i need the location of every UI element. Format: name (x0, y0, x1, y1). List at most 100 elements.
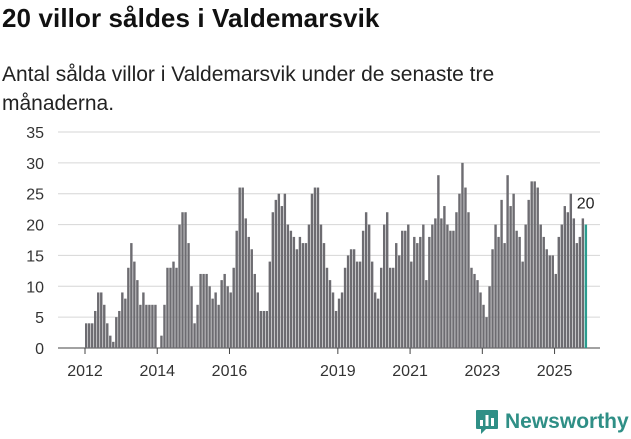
bar (364, 212, 368, 348)
bar (476, 280, 479, 348)
bar (533, 181, 536, 348)
bar (274, 199, 278, 348)
y-tick-label: 30 (26, 156, 44, 173)
bar (518, 236, 521, 348)
bar (190, 286, 193, 348)
bar (205, 273, 208, 348)
bar (142, 292, 145, 348)
bar (277, 193, 281, 348)
bar-chart-speech-icon (476, 410, 498, 434)
bar (479, 292, 482, 348)
bar (160, 335, 163, 348)
bar (175, 267, 178, 348)
bar (100, 292, 103, 348)
bar (434, 218, 437, 348)
x-tick-label: 2021 (392, 363, 428, 380)
bar (262, 310, 265, 348)
bar (94, 310, 97, 348)
bar (536, 187, 539, 348)
bar (575, 243, 579, 348)
bar (229, 292, 232, 348)
bar (560, 224, 563, 348)
bar (554, 273, 557, 348)
bar (106, 323, 109, 348)
bar (313, 187, 317, 348)
bar (196, 304, 199, 348)
bar (244, 218, 247, 348)
bar (115, 317, 118, 348)
bar (238, 187, 241, 348)
bar (497, 236, 500, 348)
bar (250, 249, 253, 348)
chart-subtitle: Antal sålda villor i Valdemarsvik under … (2, 63, 495, 115)
bar (386, 212, 389, 348)
bar (416, 243, 419, 348)
bar (569, 193, 573, 348)
bar (361, 230, 365, 348)
bar (292, 236, 296, 348)
bar (446, 224, 449, 348)
bar (256, 292, 259, 348)
bar (491, 249, 494, 348)
bar (542, 236, 545, 348)
bar (521, 261, 524, 348)
bar (395, 243, 398, 348)
bar (211, 298, 214, 348)
bar (271, 212, 275, 348)
bar (187, 243, 190, 348)
bar (166, 267, 169, 348)
highlighted-bar (584, 224, 588, 348)
bar (389, 267, 392, 348)
bar (566, 212, 570, 348)
bar (428, 236, 431, 348)
bar (316, 187, 320, 348)
bar (440, 218, 443, 348)
y-tick-label: 35 (26, 125, 44, 142)
bar (286, 224, 290, 348)
x-tick-label: 2016 (212, 363, 248, 380)
bar (367, 224, 371, 348)
bar (355, 261, 359, 348)
bar (121, 292, 124, 348)
bar (289, 230, 293, 348)
bar (148, 304, 151, 348)
bar (298, 236, 302, 348)
bar (398, 255, 401, 348)
bar (422, 224, 425, 348)
bar (482, 304, 485, 348)
bar (515, 230, 518, 348)
bar (337, 298, 341, 348)
bar (467, 212, 470, 348)
bar (527, 199, 530, 348)
bar (304, 243, 308, 348)
bar (578, 236, 582, 348)
bar (145, 304, 148, 348)
bar (91, 323, 94, 348)
x-tick-label: 2012 (67, 363, 103, 380)
bar (407, 224, 410, 348)
bar (455, 212, 458, 348)
bar (181, 212, 184, 348)
bar (328, 280, 332, 348)
bar (548, 255, 551, 348)
bar (283, 193, 287, 348)
x-tick-label: 2025 (537, 363, 573, 380)
bar (358, 261, 362, 348)
bar (232, 267, 235, 348)
bar (557, 236, 560, 348)
bar (500, 199, 503, 348)
brand-logo[interactable]: Newsworthy (475, 407, 629, 437)
bar (413, 236, 416, 348)
bar (235, 230, 238, 348)
bar (319, 224, 323, 348)
bar (130, 243, 133, 348)
bar (88, 323, 91, 348)
bar (223, 273, 226, 348)
bar (563, 206, 566, 348)
bar (163, 304, 166, 348)
bar (443, 206, 446, 348)
y-tick-label: 5 (35, 310, 44, 327)
bar (265, 310, 269, 348)
bar (464, 187, 467, 348)
